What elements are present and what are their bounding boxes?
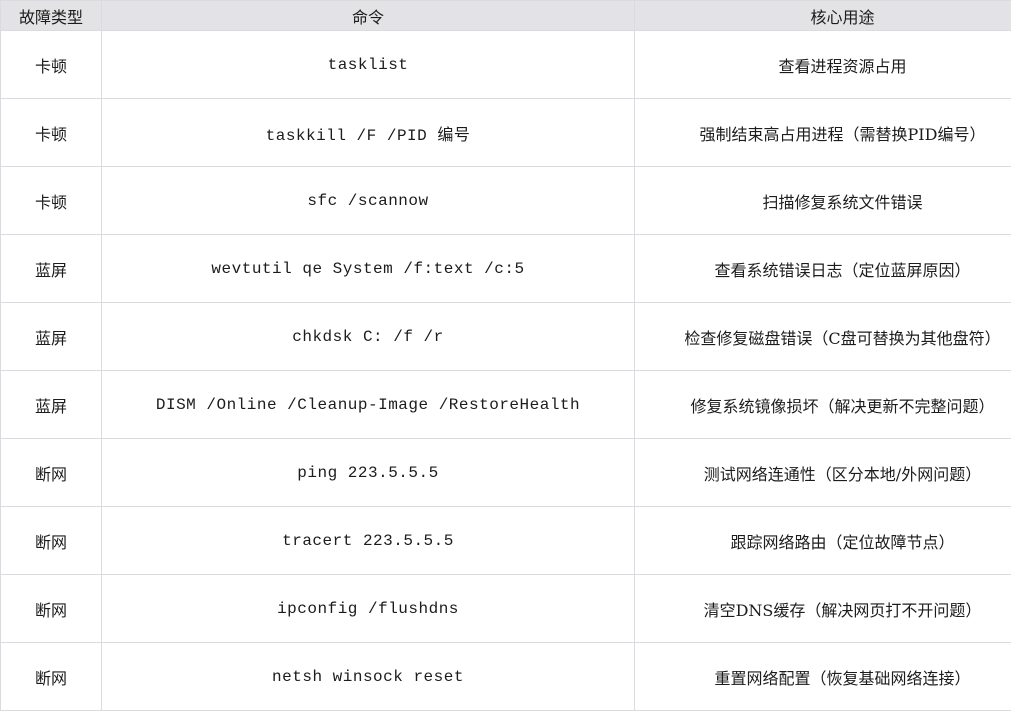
table-row: 断网 ping 223.5.5.5 测试网络连通性（区分本地/外网问题） (1, 439, 1011, 507)
purpose-cell: 重置网络配置（恢复基础网络连接） (635, 643, 1011, 711)
purpose-cell: 测试网络连通性（区分本地/外网问题） (635, 439, 1011, 507)
table-row: 卡顿 tasklist 查看进程资源占用 (1, 31, 1011, 99)
fault-type-cell: 蓝屏 (1, 235, 102, 303)
table-row: 卡顿 sfc /scannow 扫描修复系统文件错误 (1, 167, 1011, 235)
command-cell: tasklist (102, 31, 635, 99)
table-row: 断网 tracert 223.5.5.5 跟踪网络路由（定位故障节点） (1, 507, 1011, 575)
purpose-cell: 修复系统镜像损坏（解决更新不完整问题） (635, 371, 1011, 439)
fault-type-cell: 蓝屏 (1, 303, 102, 371)
header-command: 命令 (102, 1, 635, 31)
command-cell: sfc /scannow (102, 167, 635, 235)
command-cell: chkdsk C: /f /r (102, 303, 635, 371)
purpose-cell: 扫描修复系统文件错误 (635, 167, 1011, 235)
command-cell: DISM /Online /Cleanup-Image /RestoreHeal… (102, 371, 635, 439)
purpose-cell: 查看进程资源占用 (635, 31, 1011, 99)
table-row: 断网 netsh winsock reset 重置网络配置（恢复基础网络连接） (1, 643, 1011, 711)
fault-type-cell: 卡顿 (1, 167, 102, 235)
command-cell: netsh winsock reset (102, 643, 635, 711)
command-cell: wevtutil qe System /f:text /c:5 (102, 235, 635, 303)
purpose-cell: 强制结束高占用进程（需替换PID编号） (635, 99, 1011, 167)
fault-type-cell: 断网 (1, 643, 102, 711)
purpose-cell: 跟踪网络路由（定位故障节点） (635, 507, 1011, 575)
fault-type-cell: 断网 (1, 575, 102, 643)
header-row: 故障类型 命令 核心用途 (1, 1, 1011, 31)
header-purpose: 核心用途 (635, 1, 1011, 31)
fault-type-cell: 卡顿 (1, 31, 102, 99)
table-body: 卡顿 tasklist 查看进程资源占用 卡顿 taskkill /F /PID… (1, 31, 1011, 711)
command-cell: taskkill /F /PID 编号 (102, 99, 635, 167)
table-row: 断网 ipconfig /flushdns 清空DNS缓存（解决网页打不开问题） (1, 575, 1011, 643)
purpose-cell: 检查修复磁盘错误（C盘可替换为其他盘符） (635, 303, 1011, 371)
fault-type-cell: 断网 (1, 507, 102, 575)
command-cell: ping 223.5.5.5 (102, 439, 635, 507)
command-cell: ipconfig /flushdns (102, 575, 635, 643)
purpose-cell: 清空DNS缓存（解决网页打不开问题） (635, 575, 1011, 643)
header-fault-type: 故障类型 (1, 1, 102, 31)
table-row: 蓝屏 DISM /Online /Cleanup-Image /RestoreH… (1, 371, 1011, 439)
fault-type-cell: 断网 (1, 439, 102, 507)
table-header: 故障类型 命令 核心用途 (1, 1, 1011, 31)
purpose-cell: 查看系统错误日志（定位蓝屏原因） (635, 235, 1011, 303)
fault-type-cell: 卡顿 (1, 99, 102, 167)
table-row: 蓝屏 wevtutil qe System /f:text /c:5 查看系统错… (1, 235, 1011, 303)
table-row: 卡顿 taskkill /F /PID 编号 强制结束高占用进程（需替换PID编… (1, 99, 1011, 167)
table-row: 蓝屏 chkdsk C: /f /r 检查修复磁盘错误（C盘可替换为其他盘符） (1, 303, 1011, 371)
fault-type-cell: 蓝屏 (1, 371, 102, 439)
command-cell: tracert 223.5.5.5 (102, 507, 635, 575)
